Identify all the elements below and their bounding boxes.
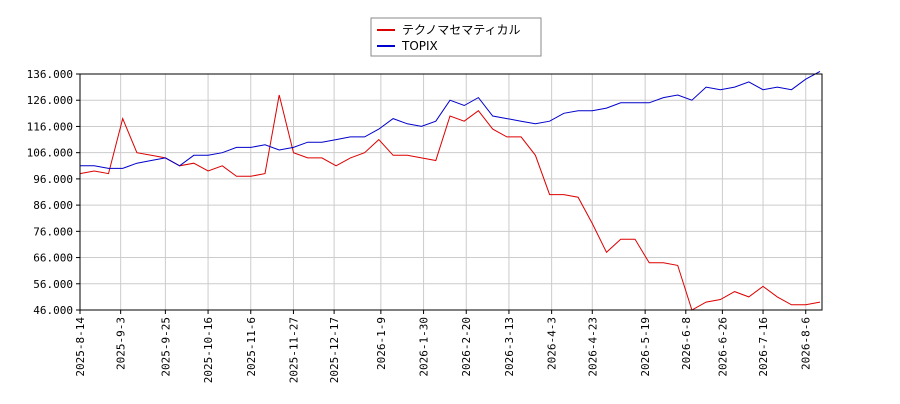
x-tick-label: 2025-10-16 [202,317,215,383]
y-tick-label: 116.000 [27,120,73,133]
legend: テクノマセマティカル TOPIX [370,17,542,57]
plot-area [80,74,822,310]
y-tick-label: 96.000 [33,173,73,186]
legend-label: TOPIX [401,39,438,53]
x-tick-label: 2026-4-3 [546,317,559,370]
legend-label: テクノマセマティカル [402,23,521,37]
y-tick-label: 136.000 [27,68,73,81]
plot-frame [79,73,823,311]
x-tick-label: 2026-5-19 [639,317,652,377]
y-tick-label: 76.000 [33,225,73,238]
x-tick-label: 2026-8-6 [800,317,813,370]
x-tick-label: 2026-6-8 [680,317,693,370]
x-tick-label: 2026-4-23 [586,317,599,377]
x-tick-label: 2026-3-13 [503,317,516,377]
x-tick-label: 2025-11-27 [287,317,300,383]
legend-box [370,17,542,57]
x-tick-label: 2026-1-9 [375,317,388,370]
x-tick-label: 2025-8-14 [74,317,87,377]
x-tick-label: 2025-11-6 [245,317,258,377]
x-tick-label: 2026-1-30 [418,317,431,377]
series-line [80,70,821,169]
x-tick-label: 2026-2-20 [460,317,473,377]
x-tick-label: 2025-9-3 [115,317,128,370]
y-tick-label: 126.000 [27,94,73,107]
y-tick-label: 86.000 [33,199,73,212]
y-tick-label: 56.000 [33,278,73,291]
x-tick-label: 2025-9-25 [159,317,172,377]
y-tick-label: 46.000 [33,304,73,317]
x-tick-label: 2025-12-17 [328,317,341,383]
series-line [79,94,821,311]
y-tick-label: 106.000 [27,147,73,160]
x-tick-label: 2026-7-16 [757,317,770,377]
y-tick-label: 66.000 [33,252,73,265]
x-tick-label: 2026-6-26 [716,317,729,377]
